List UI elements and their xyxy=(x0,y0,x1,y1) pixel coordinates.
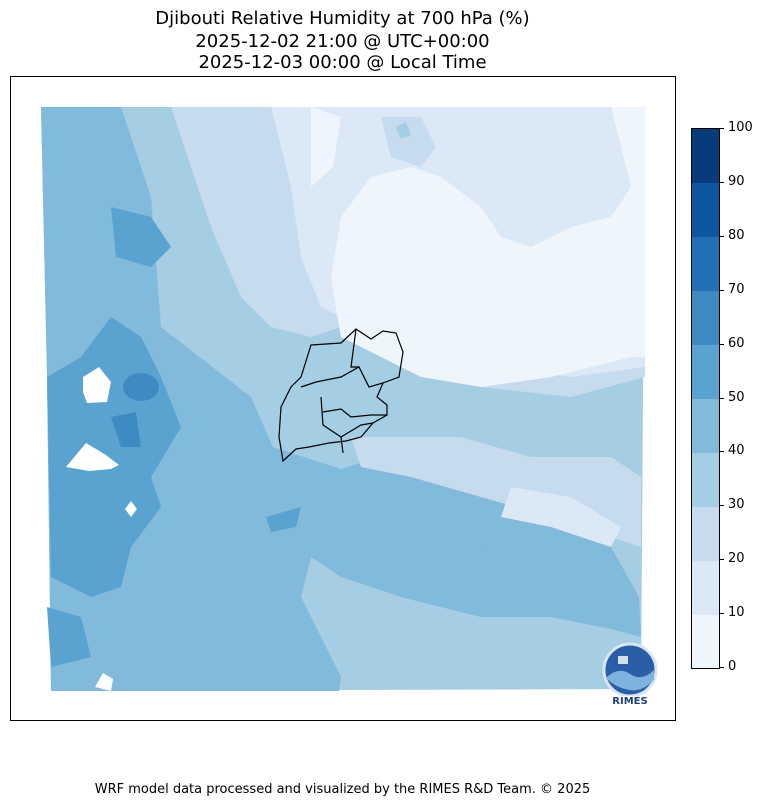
missing-data-hole xyxy=(83,367,111,403)
colorbar-tick-label: 100 xyxy=(728,120,753,135)
colorbar-tick xyxy=(719,397,724,399)
chart-title: Djibouti Relative Humidity at 700 hPa (%… xyxy=(155,8,530,29)
humidity-field-60-70 xyxy=(123,373,159,401)
colorbar-tick xyxy=(719,128,724,129)
humidity-map xyxy=(41,107,645,691)
colorbar-tick-label: 80 xyxy=(728,227,745,243)
colorbar-segment xyxy=(692,182,719,238)
colorbar-tick-label: 60 xyxy=(728,335,745,351)
djibouti-boundary xyxy=(278,328,404,463)
utc-timestamp: 2025-12-02 21:00 @ UTC+00:00 xyxy=(195,31,490,52)
colorbar-tick xyxy=(719,181,724,183)
colorbar-segment xyxy=(692,129,719,184)
colorbar-tick-label: 40 xyxy=(728,443,745,459)
colorbar-tick-label: 20 xyxy=(728,551,745,567)
globe-icon xyxy=(602,642,658,698)
colorbar-segment xyxy=(692,398,719,453)
colorbar-tick xyxy=(719,667,724,668)
colorbar-tick-label: 90 xyxy=(728,173,745,189)
map-panel xyxy=(10,76,676,721)
colorbar-tick xyxy=(719,235,724,237)
colorbar-tick-label: 30 xyxy=(728,497,745,513)
colorbar-segment xyxy=(692,236,719,292)
colorbar-tick-label: 50 xyxy=(728,389,745,405)
colorbar-segment xyxy=(692,560,719,615)
humidity-field-0-10 xyxy=(311,107,645,387)
local-timestamp: 2025-12-03 00:00 @ Local Time xyxy=(198,52,487,73)
colorbar-tick xyxy=(719,559,724,561)
colorbar xyxy=(691,128,720,669)
colorbar-tick-label: 70 xyxy=(728,281,745,297)
colorbar-tick-label: 10 xyxy=(728,605,745,621)
rimes-logo: RIMES xyxy=(598,640,662,708)
colorbar-segment xyxy=(692,506,719,561)
colorbar-tick xyxy=(719,505,724,507)
humidity-field-40-50 xyxy=(41,107,641,691)
colorbar-tick xyxy=(719,289,724,291)
colorbar-segment xyxy=(692,344,719,399)
footer-credit: WRF model data processed and visualized … xyxy=(94,782,591,797)
colorbar-tick xyxy=(719,343,724,345)
colorbar-tick-label: 0 xyxy=(728,659,737,674)
colorbar-segment xyxy=(692,614,719,669)
colorbar-segment xyxy=(692,290,719,346)
logo-label: RIMES xyxy=(612,696,648,707)
colorbar-tick xyxy=(719,451,724,453)
colorbar-segment xyxy=(692,452,719,507)
colorbar-tick xyxy=(719,613,724,615)
